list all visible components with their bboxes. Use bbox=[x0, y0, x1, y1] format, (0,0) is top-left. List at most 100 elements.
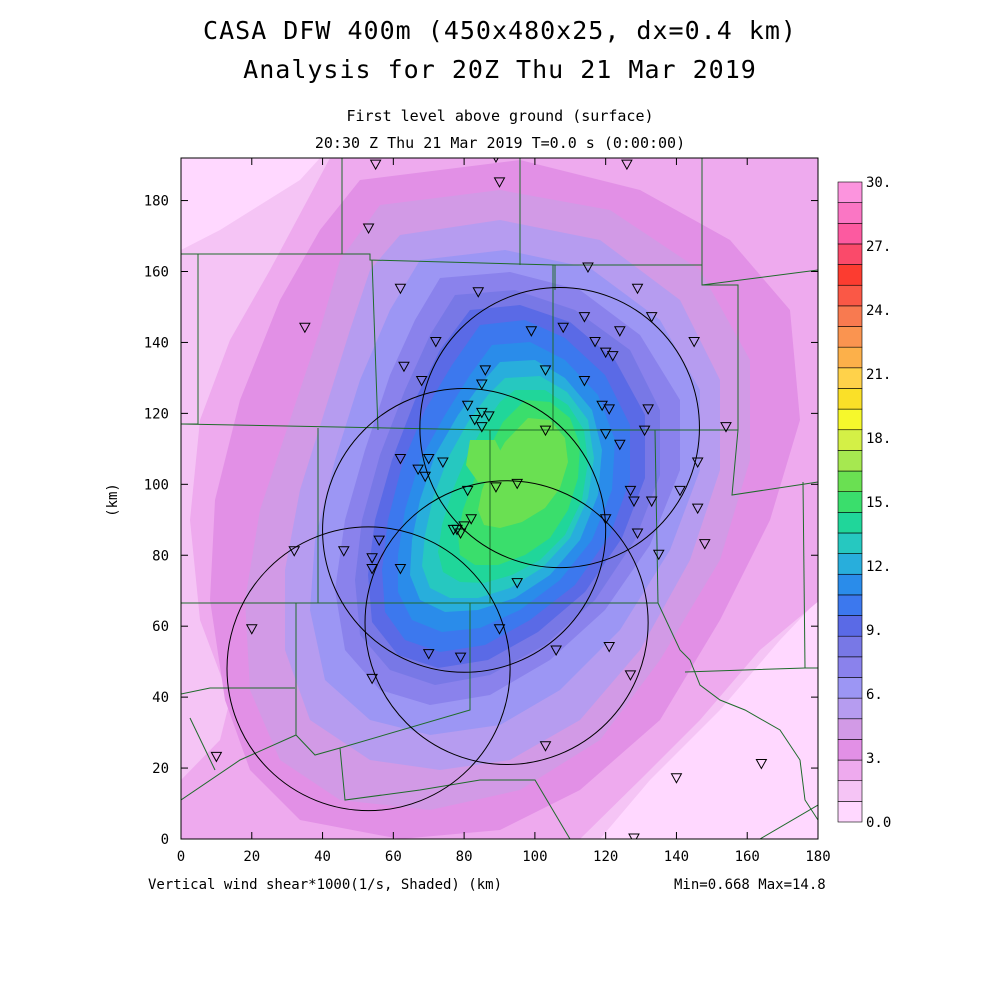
station-marker bbox=[613, 326, 626, 337]
station-marker bbox=[245, 624, 258, 635]
contour-band bbox=[600, 600, 818, 839]
y-tick-label: 100 bbox=[144, 477, 169, 493]
station-marker bbox=[362, 223, 375, 234]
station-marker bbox=[511, 478, 524, 490]
map-title: CASA DFW 400m (450x480x25, dx=0.4 km) bbox=[203, 16, 797, 45]
colorbar: 0.0 3. 6. 9. 12. 15. 18. 21. 24. 27. 30. bbox=[837, 175, 891, 831]
station-marker bbox=[422, 453, 435, 465]
colorbar-label: 27. bbox=[866, 239, 891, 255]
station-marker bbox=[299, 322, 311, 334]
colorbar-swatch bbox=[837, 181, 863, 203]
colorbar-swatch bbox=[837, 615, 863, 637]
station-marker bbox=[475, 379, 488, 391]
x-tick-label: 20 bbox=[243, 849, 260, 865]
station-marker bbox=[589, 336, 601, 348]
y-tick-label: 160 bbox=[144, 265, 169, 281]
y-tick-label: 20 bbox=[152, 761, 169, 777]
station-marker bbox=[670, 773, 683, 784]
colorbar-swatch bbox=[837, 594, 863, 616]
station-markers bbox=[210, 158, 768, 839]
station-marker bbox=[369, 159, 382, 171]
boundary-line bbox=[701, 269, 818, 286]
colorbar-swatch bbox=[837, 553, 863, 575]
station-marker bbox=[437, 457, 449, 469]
x-tick-label: 140 bbox=[664, 849, 689, 865]
station-marker bbox=[493, 177, 506, 188]
station-marker bbox=[624, 485, 637, 497]
colorbar-swatch bbox=[837, 635, 863, 658]
x-tick-label: 80 bbox=[456, 849, 473, 865]
x-tick-label: 60 bbox=[385, 849, 402, 865]
colorbar-swatch bbox=[837, 284, 863, 307]
station-marker bbox=[599, 429, 612, 440]
colorbar-swatch bbox=[837, 202, 863, 224]
station-marker bbox=[606, 351, 619, 362]
station-marker bbox=[366, 673, 378, 685]
station-marker bbox=[631, 528, 644, 539]
colorbar-swatch bbox=[837, 656, 863, 678]
station-marker bbox=[493, 624, 506, 635]
boundary-line bbox=[181, 603, 297, 801]
station-marker bbox=[691, 457, 704, 469]
boundary-line bbox=[189, 717, 216, 771]
colorbar-swatch bbox=[837, 243, 863, 265]
station-marker bbox=[490, 482, 502, 493]
colorbar-swatch bbox=[837, 367, 863, 389]
colorbar-label: 6. bbox=[866, 687, 883, 703]
station-marker bbox=[461, 485, 474, 497]
station-marker bbox=[468, 414, 481, 426]
station-marker bbox=[475, 422, 488, 433]
y-axis-label: (km) bbox=[105, 483, 121, 517]
station-marker bbox=[483, 411, 495, 422]
radar-range-ring bbox=[364, 480, 649, 766]
x-tick-label: 180 bbox=[805, 849, 830, 865]
x-tick-label: 0 bbox=[177, 849, 185, 865]
colorbar-swatch bbox=[837, 532, 863, 554]
station-marker bbox=[603, 404, 616, 415]
y-tick-label: 120 bbox=[144, 406, 169, 422]
colorbar-swatch bbox=[837, 491, 863, 513]
y-axis: 0 20 40 60 80 100 120 140 160 180 bbox=[144, 194, 818, 848]
colorbar-swatch bbox=[837, 222, 863, 245]
colorbar-swatch bbox=[837, 677, 863, 699]
station-marker bbox=[599, 514, 612, 525]
station-marker bbox=[578, 312, 591, 323]
radar-range-ring bbox=[419, 286, 700, 569]
radar-rings bbox=[226, 286, 700, 812]
station-marker bbox=[398, 361, 410, 373]
station-marker bbox=[472, 287, 485, 298]
station-marker bbox=[631, 283, 644, 295]
station-marker bbox=[628, 496, 640, 508]
station-marker bbox=[539, 741, 552, 752]
contour-band bbox=[181, 158, 320, 250]
station-marker bbox=[539, 365, 552, 376]
colorbar-label: 18. bbox=[866, 431, 891, 447]
station-marker bbox=[461, 400, 474, 412]
station-marker bbox=[557, 322, 570, 334]
colorbar-label: 24. bbox=[866, 303, 891, 319]
boundary-line bbox=[759, 804, 818, 839]
min-max-readout: Min=0.668 Max=14.8 bbox=[674, 877, 826, 893]
station-marker bbox=[603, 641, 616, 653]
x-axis: 0 20 40 60 80 100 120 140 160 180 bbox=[177, 158, 831, 865]
colorbar-label: 9. bbox=[866, 623, 883, 639]
colorbar-swatch bbox=[837, 429, 863, 451]
colorbar-swatch bbox=[837, 801, 863, 823]
colorbar-swatch bbox=[837, 573, 863, 596]
station-marker bbox=[638, 425, 651, 437]
station-marker bbox=[578, 375, 591, 387]
station-marker bbox=[454, 652, 467, 664]
level-subtitle: First level above ground (surface) bbox=[346, 107, 654, 125]
county-boundaries bbox=[181, 158, 818, 839]
station-marker bbox=[415, 375, 428, 387]
boundary-line bbox=[181, 687, 295, 695]
y-tick-label: 0 bbox=[161, 832, 169, 848]
x-tick-label: 120 bbox=[593, 849, 618, 865]
station-marker bbox=[454, 528, 467, 539]
station-marker bbox=[525, 326, 538, 337]
station-marker bbox=[429, 336, 442, 348]
radar-range-ring bbox=[226, 526, 511, 812]
station-marker bbox=[688, 336, 700, 348]
colorbar-swatch bbox=[837, 346, 863, 369]
station-marker bbox=[422, 649, 435, 660]
